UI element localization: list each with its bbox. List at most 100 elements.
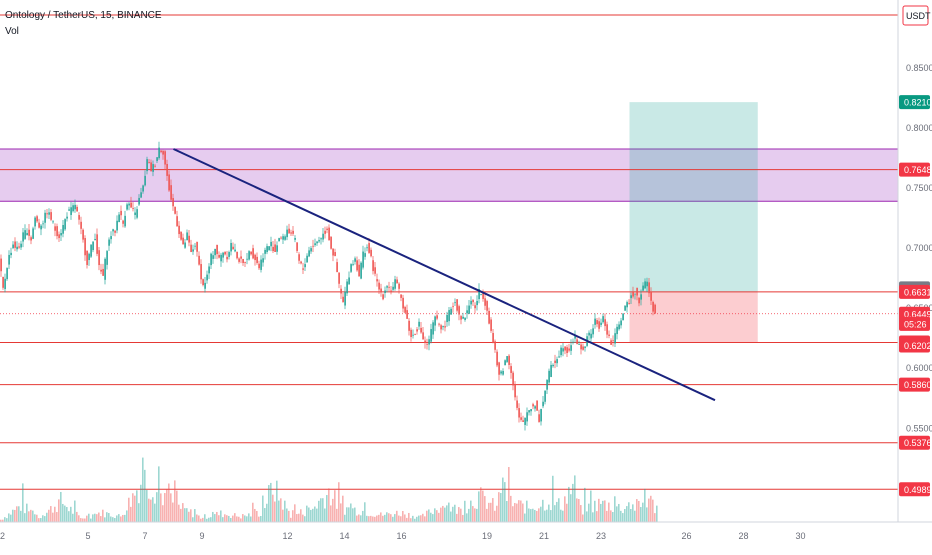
volume-bar bbox=[178, 504, 180, 522]
volume-bar bbox=[390, 514, 392, 522]
price-label-badge bbox=[899, 316, 930, 331]
volume-bar bbox=[338, 482, 340, 522]
volume-bar bbox=[114, 518, 116, 522]
volume-bar bbox=[386, 512, 388, 522]
volume-bar bbox=[354, 507, 356, 522]
candle-body bbox=[158, 147, 160, 159]
candle-body bbox=[398, 283, 400, 289]
candle-body bbox=[4, 278, 6, 290]
price-axis-tick-label: 0.5500 bbox=[906, 423, 932, 433]
candle-body bbox=[596, 320, 598, 325]
volume-bar bbox=[314, 506, 316, 522]
currency-label: USDT bbox=[906, 11, 931, 21]
time-axis-tick-label: 26 bbox=[681, 531, 691, 541]
volume-bar bbox=[552, 475, 554, 522]
volume-bar bbox=[14, 509, 16, 522]
volume-bar bbox=[78, 515, 80, 522]
volume-bar bbox=[290, 517, 292, 522]
candle-body bbox=[476, 300, 478, 306]
candle-body bbox=[220, 254, 222, 262]
volume-bar bbox=[614, 496, 616, 522]
resistance-zone bbox=[0, 149, 898, 202]
candle-body bbox=[404, 306, 406, 313]
volume-bar bbox=[86, 515, 88, 522]
candle-body bbox=[442, 326, 444, 328]
volume-bar bbox=[448, 502, 450, 522]
volume-bar bbox=[310, 509, 312, 522]
currency-box[interactable] bbox=[902, 5, 929, 26]
candle-body bbox=[32, 228, 34, 239]
candle-body bbox=[90, 244, 92, 257]
volume-bar bbox=[182, 503, 184, 522]
candle-body bbox=[58, 234, 60, 239]
candle-body bbox=[92, 241, 94, 251]
volume-bar bbox=[408, 512, 410, 522]
candle-body bbox=[112, 229, 114, 232]
volume-bar bbox=[100, 516, 102, 522]
candle-body bbox=[528, 410, 530, 413]
volume-bar bbox=[532, 508, 534, 522]
volume-bar bbox=[352, 508, 354, 522]
price-label-text: 0.6449 bbox=[904, 309, 932, 319]
candle-body bbox=[12, 244, 14, 249]
candle-body bbox=[162, 150, 164, 155]
candle-body bbox=[38, 222, 40, 228]
candle-body bbox=[352, 263, 354, 265]
candle-body bbox=[62, 225, 64, 234]
candle-body bbox=[2, 276, 4, 288]
volume-bar bbox=[266, 503, 268, 522]
volume-bar bbox=[134, 495, 136, 522]
candle-body bbox=[26, 233, 28, 236]
downtrend-line bbox=[173, 148, 716, 402]
candle-body bbox=[198, 255, 200, 265]
volume-bar bbox=[36, 514, 38, 522]
volume-bar bbox=[656, 505, 658, 522]
volume-bar bbox=[206, 518, 208, 522]
candle-body bbox=[250, 251, 252, 255]
volume-bar bbox=[66, 507, 68, 522]
volume-bar bbox=[584, 487, 586, 522]
volume-bar bbox=[84, 518, 86, 522]
candle-body bbox=[184, 242, 186, 248]
volume-bar bbox=[394, 514, 396, 522]
volume-bar bbox=[396, 510, 398, 522]
candle-body bbox=[116, 220, 118, 231]
volume-indicator-label[interactable]: Vol bbox=[5, 26, 19, 37]
volume-bar bbox=[108, 513, 110, 522]
candle-body bbox=[342, 296, 344, 303]
price-axis-tick-label: 0.6000 bbox=[906, 363, 932, 373]
volume-bar bbox=[388, 513, 390, 522]
volume-bar bbox=[256, 510, 258, 522]
volume-bar bbox=[242, 514, 244, 522]
candle-body bbox=[66, 216, 68, 219]
candle-body bbox=[120, 210, 122, 216]
candle-body bbox=[290, 232, 292, 234]
time-axis-tick-label: 5 bbox=[85, 531, 90, 541]
volume-bar bbox=[18, 506, 20, 522]
time-axis-tick-label: 14 bbox=[339, 531, 349, 541]
volume-bar bbox=[504, 482, 506, 522]
volume-bar bbox=[202, 517, 204, 522]
candle-body bbox=[504, 360, 506, 366]
candle-body bbox=[458, 306, 460, 315]
candle-body bbox=[344, 291, 346, 306]
candle-body bbox=[310, 248, 312, 252]
candle-body bbox=[456, 299, 458, 311]
volume-bar bbox=[332, 498, 334, 522]
volume-bar bbox=[64, 505, 66, 522]
candle-body bbox=[156, 157, 158, 161]
volume-bar bbox=[304, 516, 306, 522]
volume-bar bbox=[272, 494, 274, 522]
volume-bar bbox=[526, 500, 528, 522]
volume-bar bbox=[454, 504, 456, 522]
volume-bar bbox=[542, 499, 544, 522]
long-position-stop-zone bbox=[629, 291, 758, 343]
candle-body bbox=[526, 412, 528, 422]
volume-bar bbox=[26, 503, 28, 522]
candle-body bbox=[550, 364, 552, 377]
volume-bar bbox=[630, 509, 632, 522]
candle-body bbox=[278, 238, 280, 242]
candle-body bbox=[396, 279, 398, 284]
